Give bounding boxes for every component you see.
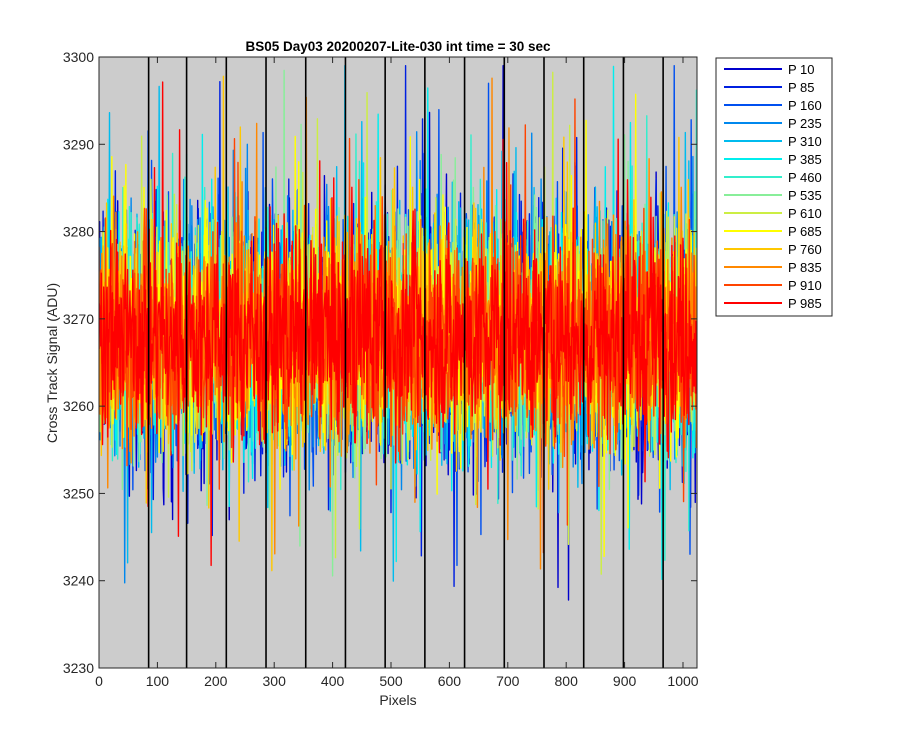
legend-box: [715, 57, 833, 317]
legend-label: P 385: [788, 152, 822, 167]
legend-label: P 85: [788, 80, 815, 95]
legend-label: P 310: [788, 134, 822, 149]
y-tick-label: 3280: [63, 224, 94, 240]
legend-label: P 835: [788, 260, 822, 275]
axes-box: [98, 56, 698, 669]
x-tick-label: 0: [95, 673, 103, 689]
x-tick-label: 1000: [667, 673, 698, 689]
x-tick-label: 100: [146, 673, 170, 689]
legend-label: P 160: [788, 98, 822, 113]
x-axis-label: Pixels: [379, 692, 416, 708]
series-group: [99, 65, 697, 601]
y-tick-label: 3270: [63, 311, 94, 327]
plot-area: 0 100 200 300 400 500 600 700 800 900 1000 3230 3240…: [63, 49, 699, 689]
legend-label: P 10: [788, 62, 815, 77]
x-tick-label: 500: [379, 673, 403, 689]
legend-label: P 610: [788, 206, 822, 221]
legend-label: P 985: [788, 296, 822, 311]
x-tick-label: 400: [321, 673, 345, 689]
x-tick-label: 300: [263, 673, 287, 689]
legend-label: P 535: [788, 188, 822, 203]
x-tick-label: 700: [496, 673, 520, 689]
legend-label: P 685: [788, 224, 822, 239]
y-tick-label: 3230: [63, 660, 94, 676]
y-tick-label: 3250: [63, 485, 94, 501]
y-tick-label: 3260: [63, 398, 94, 414]
chart-title: BS05 Day03 20200207-Lite-030 int time = …: [245, 39, 551, 54]
series-line: [99, 81, 697, 567]
y-tick-label: 3300: [63, 49, 94, 65]
legend: P 10 P 85 P 160 P 235 P 310 P 385 P 460 P 535 P …: [715, 57, 833, 317]
y-tick-label: 3290: [63, 136, 94, 152]
y-tick-label: 3240: [63, 573, 94, 589]
legend-label: P 235: [788, 116, 822, 131]
x-tick-label: 800: [555, 673, 579, 689]
legend-label: P 910: [788, 278, 822, 293]
legend-label: P 760: [788, 242, 822, 257]
x-tick-label: 200: [204, 673, 228, 689]
x-tick-label: 600: [438, 673, 462, 689]
legend-label: P 460: [788, 170, 822, 185]
x-tick-label: 900: [613, 673, 637, 689]
y-axis-label: Cross Track Signal (ADU): [44, 283, 60, 443]
